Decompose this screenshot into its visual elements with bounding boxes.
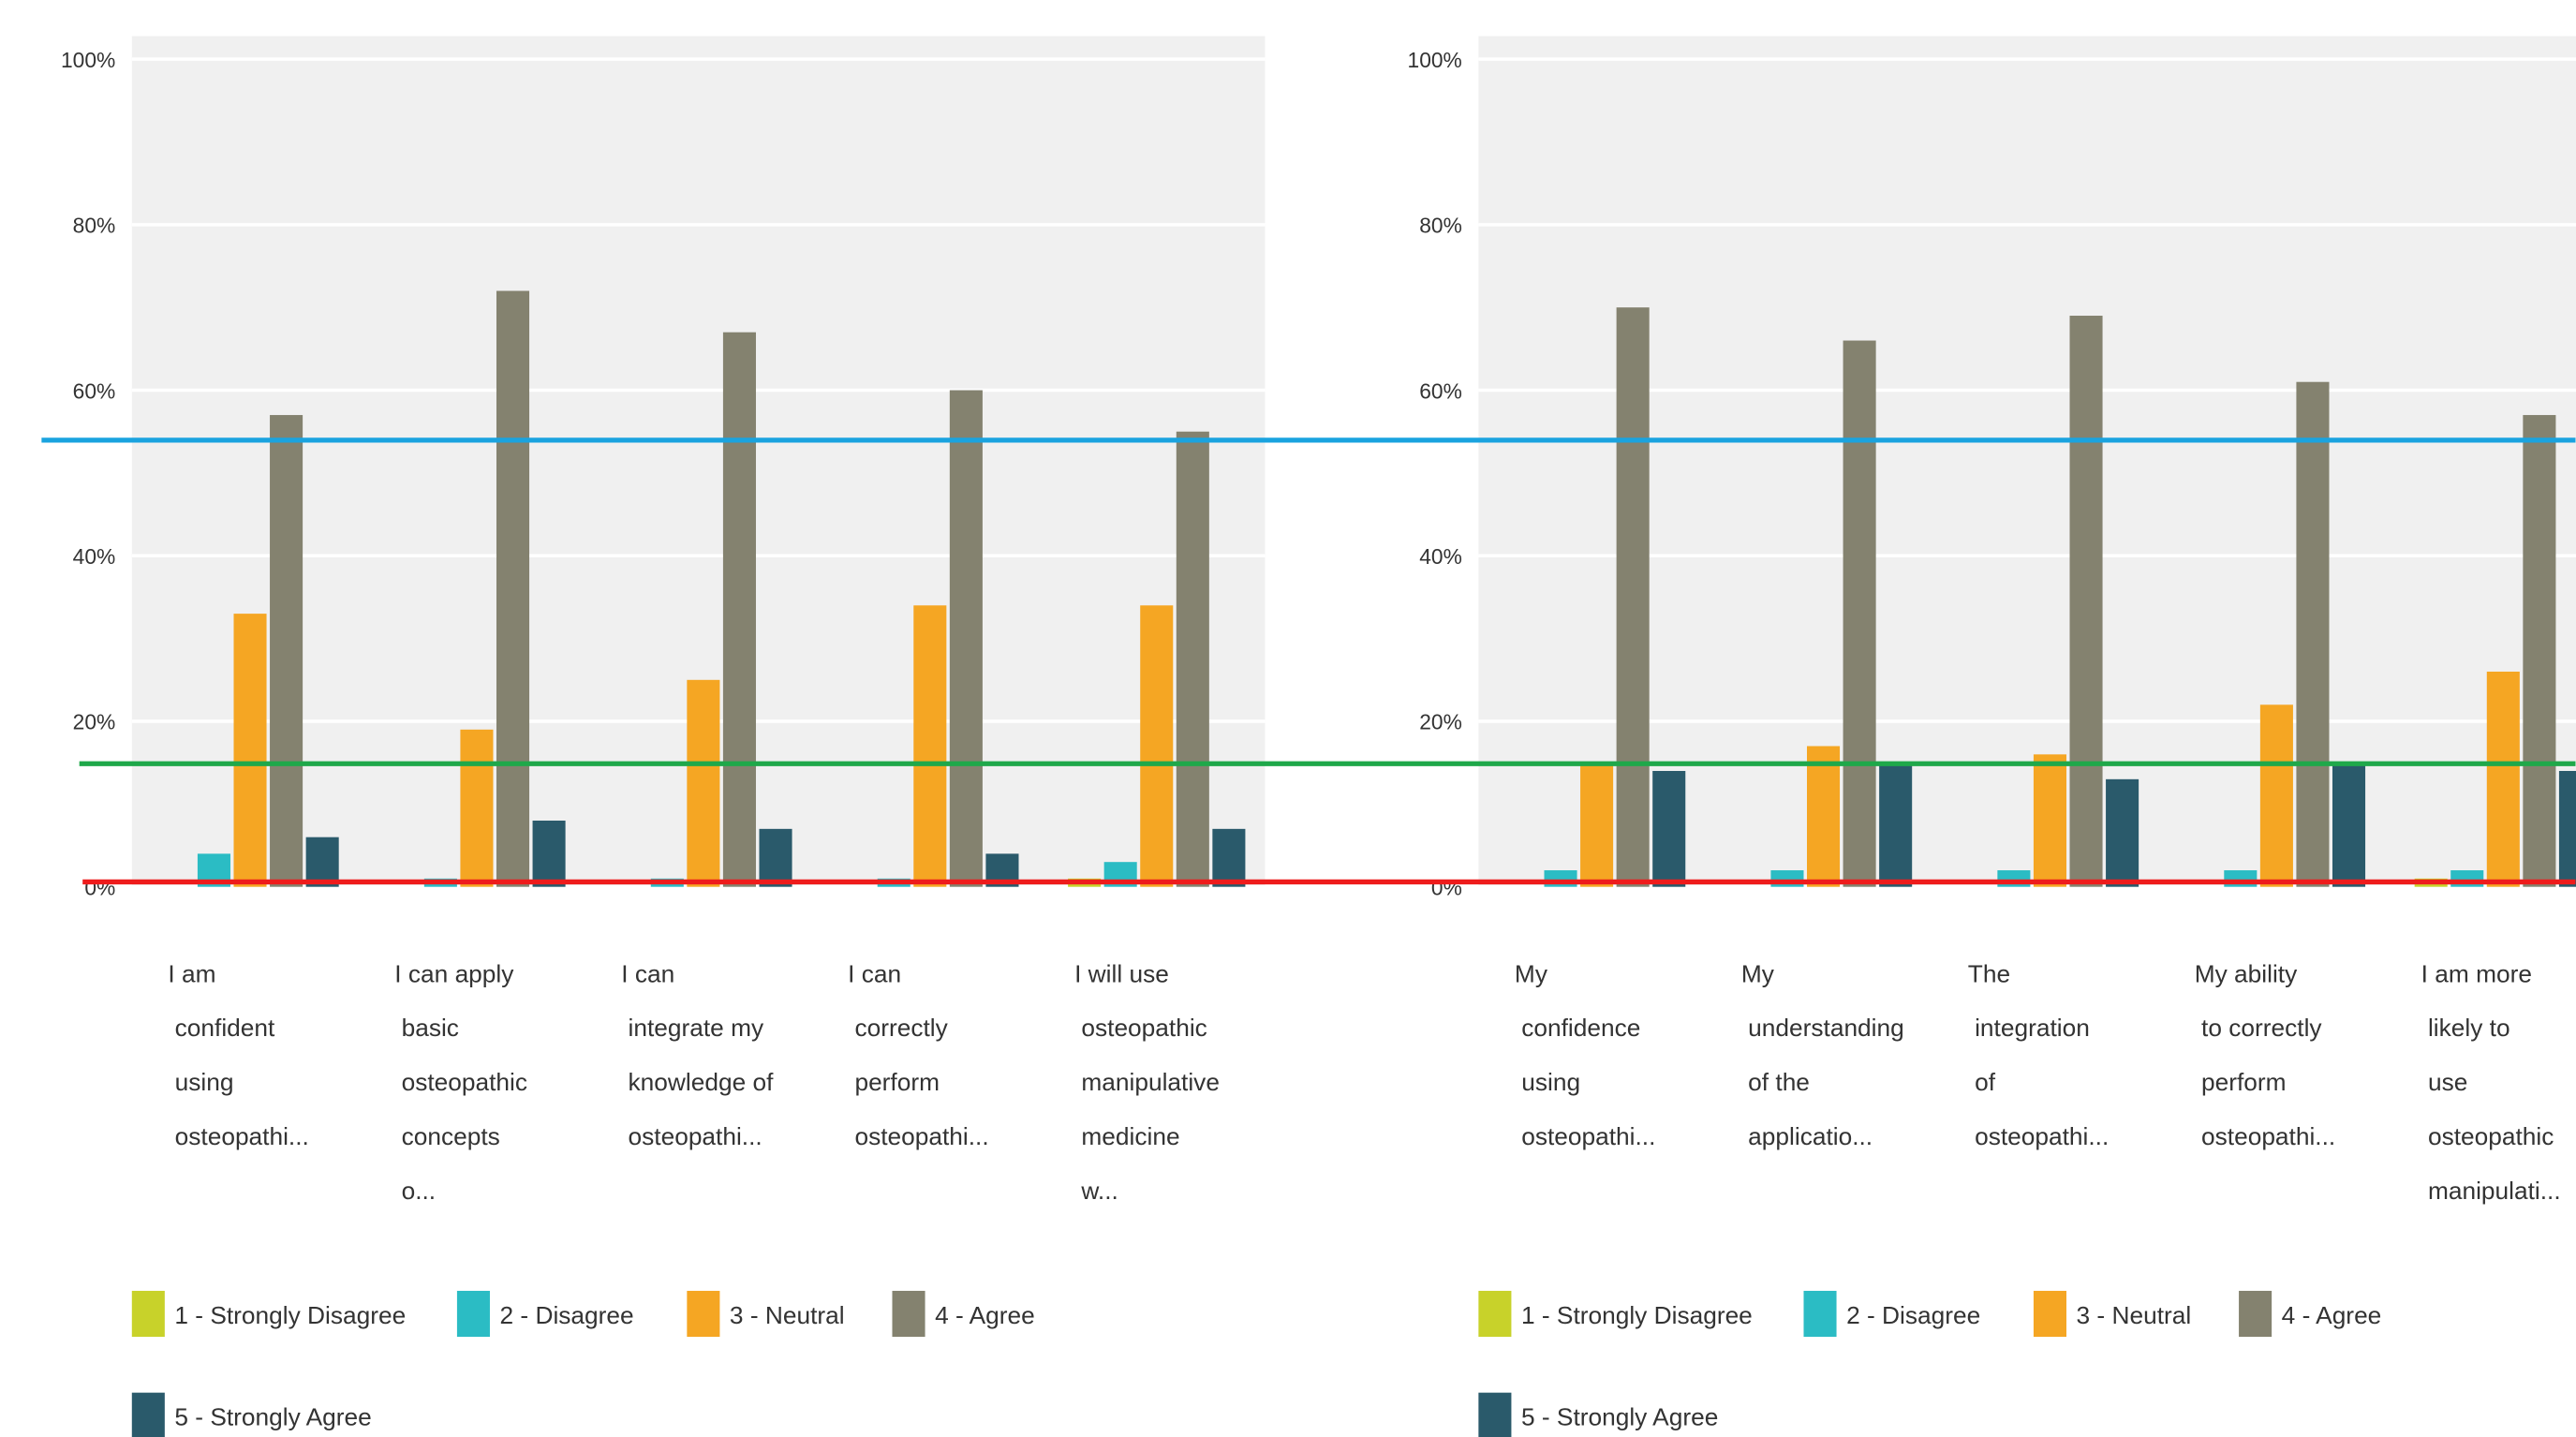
legend-swatch xyxy=(456,1290,490,1338)
bar xyxy=(1580,763,1614,887)
bar xyxy=(233,614,267,887)
y-tick-label: 60% xyxy=(73,378,116,403)
legend-swatch xyxy=(1478,1392,1512,1437)
bar xyxy=(496,290,530,887)
legend-label: 2 - Disagree xyxy=(499,1301,633,1329)
bar xyxy=(532,821,566,887)
y-tick-label: 100% xyxy=(61,48,115,72)
plot-background xyxy=(1478,36,2576,887)
x-tick-label: I am confident using osteopathi... xyxy=(168,959,309,1150)
legend-label: 4 - Agree xyxy=(2282,1301,2382,1329)
bar xyxy=(687,679,720,887)
bar xyxy=(2259,704,2293,887)
y-tick-label: 40% xyxy=(73,544,116,569)
bar xyxy=(1616,307,1650,887)
legend-swatch xyxy=(2033,1290,2066,1338)
legend-label: 2 - Disagree xyxy=(1846,1301,1980,1329)
bar xyxy=(1140,605,1174,887)
bar xyxy=(1806,746,1841,887)
x-tick-label: My confidence using osteopathi... xyxy=(1515,959,1656,1150)
bar xyxy=(722,332,756,887)
y-tick-label: 0% xyxy=(1431,875,1462,899)
x-tick-label: My understanding of the applicatio... xyxy=(1741,959,1904,1150)
legend-label: 4 - Agree xyxy=(935,1301,1035,1329)
charts: 0% 20% 40% 60% 80% 100% I am confident using o… xyxy=(61,36,2576,1437)
x-tick-label: I can apply basic osteopathic concepts o… xyxy=(394,959,527,1204)
y-tick-label: 20% xyxy=(1419,710,1462,734)
legend-swatch xyxy=(892,1290,925,1338)
bar xyxy=(270,415,303,887)
bar xyxy=(2296,381,2330,887)
legend-swatch xyxy=(131,1290,165,1338)
x-tick-label: The integration of osteopathi... xyxy=(1968,959,2110,1150)
bar xyxy=(1879,763,1913,887)
legend-label: 5 - Strongly Agree xyxy=(1521,1403,1718,1431)
y-tick-label: 0% xyxy=(84,875,115,899)
bar xyxy=(2332,763,2366,887)
y-tick-label: 40% xyxy=(1419,544,1462,569)
bar xyxy=(2558,770,2576,887)
bar xyxy=(1212,828,1246,887)
bar xyxy=(2523,415,2556,887)
y-tick-label: 20% xyxy=(73,710,116,734)
bar xyxy=(2106,778,2139,887)
legend-swatch xyxy=(131,1392,165,1437)
x-tick-label: I can correctly perform osteopathi... xyxy=(848,959,989,1150)
bar xyxy=(2033,754,2066,887)
legend-label: 1 - Strongly Disagree xyxy=(1521,1301,1753,1329)
bar xyxy=(460,729,494,887)
legend-label: 5 - Strongly Agree xyxy=(174,1403,371,1431)
legend-label: 3 - Neutral xyxy=(2077,1301,2192,1329)
bar xyxy=(759,828,792,887)
legend-label: 3 - Neutral xyxy=(730,1301,845,1329)
bar xyxy=(2486,671,2520,887)
legend-swatch xyxy=(1478,1290,1512,1338)
bar xyxy=(1843,340,1876,887)
bar xyxy=(305,837,339,887)
bar xyxy=(1652,770,1686,887)
y-tick-label: 80% xyxy=(1419,214,1462,238)
y-tick-label: 60% xyxy=(1419,378,1462,403)
legend-swatch xyxy=(2239,1290,2273,1338)
bar-chart: 0% 20% 40% 60% 80% 100% My confidence using os… xyxy=(1408,36,2576,1437)
x-tick-label: I can integrate my knowledge of osteopat… xyxy=(621,959,774,1150)
x-tick-label: My ability to correctly perform osteopat… xyxy=(2195,959,2336,1150)
y-tick-label: 100% xyxy=(1408,48,1462,72)
x-tick-label: I will use osteopathic manipulative medi… xyxy=(1074,959,1220,1204)
y-tick-label: 80% xyxy=(73,214,116,238)
bar xyxy=(949,390,983,887)
bar xyxy=(1176,431,1209,887)
bar-chart: 0% 20% 40% 60% 80% 100% I am confident using o… xyxy=(61,36,1266,1437)
legend-swatch xyxy=(687,1290,720,1338)
bar xyxy=(2069,316,2103,887)
x-tick-label: I am more likely to use osteopathic mani… xyxy=(2421,959,2561,1204)
bar xyxy=(913,605,947,887)
legend-swatch xyxy=(1803,1290,1837,1338)
legend-label: 1 - Strongly Disagree xyxy=(174,1301,406,1329)
